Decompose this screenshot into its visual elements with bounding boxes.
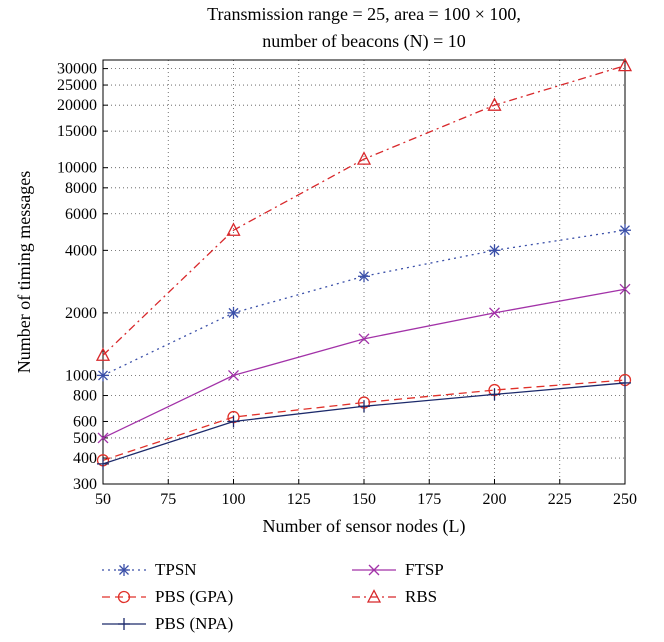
series-rbs [95,57,633,361]
series-line [102,65,626,356]
y-tick-label: 2000 [65,305,97,322]
data-point-marker [487,97,502,111]
x-tick-label: 150 [352,491,376,508]
series-tpsn [97,224,631,382]
data-point-marker [97,432,109,444]
data-point-marker [227,415,240,428]
legend-label: PBS (NPA) [155,614,233,633]
x-tick-label: 50 [95,491,111,508]
x-axis-label: Number of sensor nodes (L) [263,516,466,537]
legend-marker [118,618,130,630]
data-point-marker [226,222,241,236]
chart-title-line-2: number of beacons (N) = 10 [262,31,466,52]
series-line [102,379,626,461]
x-tick-label: 250 [613,491,637,508]
data-point-marker [619,283,631,295]
legend-marker [117,590,131,604]
legend-item: FTSP [352,560,444,579]
data-point-marker [617,57,633,72]
data-point-marker [228,369,239,381]
x-tick-label: 100 [222,491,246,508]
series-line [102,288,626,439]
data-point-marker [489,307,500,319]
data-point-marker [488,388,501,401]
series-pbs-npa [97,376,631,470]
data-point-marker [227,306,240,319]
y-tick-label: 6000 [65,206,97,223]
y-tick-label: 500 [73,430,97,447]
y-tick-label: 20000 [57,97,97,114]
chart-title-line-1: Transmission range = 25, area = 100 × 10… [207,4,521,24]
legend-item: RBS [352,587,437,606]
y-tick-label: 300 [73,476,97,493]
y-tick-label: 30000 [57,61,97,78]
legend-label: TPSN [155,560,197,579]
series-line [102,229,626,376]
y-tick-label: 800 [73,388,97,405]
x-tick-label: 225 [548,491,572,508]
series-ftsp [97,283,631,444]
legend-marker [118,564,130,576]
data-point-marker [619,224,631,237]
y-tick-label: 4000 [65,242,97,259]
y-tick-label: 1000 [65,367,97,384]
x-tick-label: 75 [160,491,176,508]
y-tick-label: 600 [73,413,97,430]
data-point-marker [488,244,501,257]
data-point-marker [97,369,109,382]
data-point-marker [95,347,111,361]
legend: TPSN PBS (GPA) PBS (NPA) FTSP RBS [102,560,444,633]
y-axis-label: Number of timing messages [14,171,34,373]
series-layer [95,57,633,470]
y-tick-label: 10000 [57,160,97,177]
legend-marker [368,564,380,576]
legend-label: FTSP [405,560,444,579]
series-line [102,382,626,465]
x-tick-label: 125 [287,491,311,508]
data-point-marker [358,400,370,413]
y-tick-label: 15000 [57,123,97,140]
x-axis-ticks: 50 75 100 125 150 175 200 225 250 [95,479,637,508]
data-point-marker [97,457,109,470]
legend-item: TPSN [102,560,197,579]
legend-marker [366,589,382,603]
y-tick-label: 8000 [65,180,97,197]
data-point-marker [358,270,370,283]
data-point-marker [356,151,372,165]
legend-item: PBS (GPA) [102,587,233,606]
legend-label: PBS (GPA) [155,587,233,606]
legend-item: PBS (NPA) [102,614,233,633]
data-point-marker [619,376,631,389]
y-tick-label: 25000 [57,77,97,94]
x-tick-label: 175 [417,491,441,508]
data-point-marker [358,333,370,345]
legend-label: RBS [405,587,437,606]
x-tick-label: 200 [483,491,507,508]
y-tick-label: 400 [73,450,97,467]
